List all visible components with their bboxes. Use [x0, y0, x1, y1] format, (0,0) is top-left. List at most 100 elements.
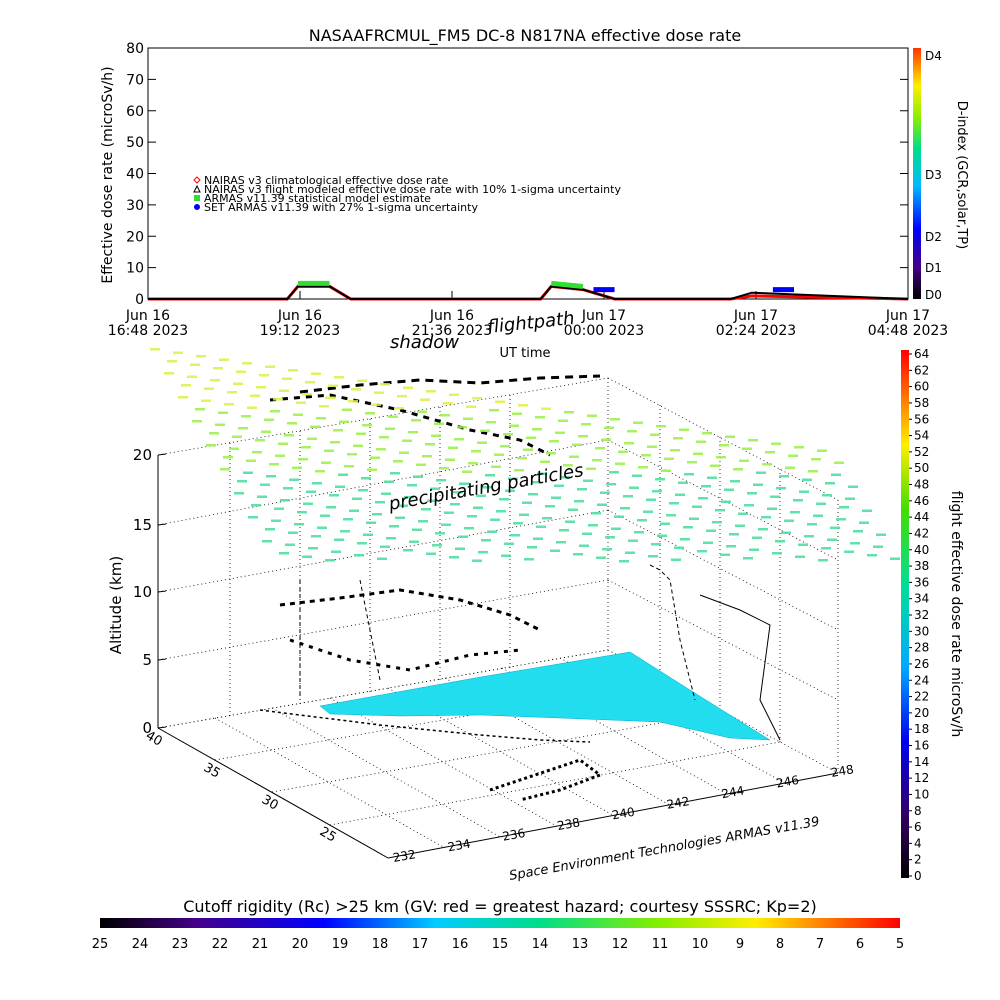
particle-mark — [443, 402, 453, 405]
particle-mark — [587, 414, 597, 417]
particle-mark — [862, 509, 872, 512]
particle-mark — [283, 487, 293, 490]
dose-colorbar-tick-label: 8 — [914, 804, 922, 818]
particle-mark — [641, 454, 651, 457]
particle-mark — [569, 455, 579, 458]
particle-mark — [349, 509, 359, 512]
particle-mark — [701, 485, 711, 488]
particle-mark — [238, 427, 248, 430]
particle-mark — [684, 473, 694, 476]
altitude-tick-mark — [157, 523, 167, 526]
particle-mark — [767, 507, 777, 510]
particle-mark — [379, 436, 389, 439]
particle-mark — [209, 432, 219, 435]
particle-mark — [643, 510, 653, 513]
particle-mark — [234, 492, 244, 495]
particle-mark — [311, 535, 321, 538]
particle-mark — [637, 519, 647, 522]
dose-colorbar-tick-label: 40 — [914, 543, 929, 557]
particle-mark — [536, 525, 546, 528]
particle-mark — [343, 518, 353, 521]
particle-mark — [848, 485, 858, 488]
particle-mark — [578, 435, 588, 438]
particle-mark — [381, 492, 391, 495]
particle-mark — [301, 446, 311, 449]
rigidity-colorbar-tick-label: 22 — [212, 937, 229, 952]
dose-colorbar-tick-label: 0 — [914, 869, 922, 883]
particle-mark — [775, 540, 785, 543]
rigidity-colorbar-tick-label: 7 — [816, 937, 824, 952]
rigidity-colorbar-tick-label: 21 — [252, 937, 269, 952]
particle-mark — [399, 451, 409, 454]
particle-mark — [646, 498, 656, 501]
particle-mark — [577, 488, 587, 491]
altitude-tick-label: 15 — [133, 516, 152, 534]
particle-mark — [627, 430, 637, 433]
particle-mark — [407, 484, 417, 487]
particle-mark — [629, 486, 639, 489]
particle-mark — [227, 391, 237, 394]
series-layer — [148, 280, 909, 301]
particle-mark — [279, 552, 289, 555]
particle-mark — [278, 442, 288, 445]
precip-annotation: precipitating particles — [386, 460, 585, 515]
x-tick-label-date: Jun 17 — [733, 308, 778, 324]
longitude-tick-label: 234 — [447, 837, 472, 855]
latitude-tick-label: 30 — [259, 792, 281, 813]
legend-marker — [193, 176, 201, 184]
dose-colorbar-tick-label: 30 — [914, 624, 929, 638]
x-axis-label: UT time — [500, 346, 551, 361]
longitude-tick-label: 248 — [830, 762, 855, 780]
particle-mark — [384, 480, 394, 483]
particle-mark — [411, 419, 421, 422]
particle-mark — [434, 422, 444, 425]
rigidity-colorbar-tick-label: 24 — [132, 937, 149, 952]
particle-mark — [583, 479, 593, 482]
particle-mark — [559, 529, 569, 532]
dose-colorbar-tick-label: 18 — [914, 722, 929, 736]
particle-mark — [271, 519, 281, 522]
particle-mark — [331, 550, 341, 553]
particle-mark — [342, 408, 352, 411]
particle-mark — [770, 495, 780, 498]
particle-mark — [187, 375, 197, 378]
shadow-annotation: shadow — [390, 332, 459, 353]
dose-colorbar-tick-label: 12 — [914, 771, 929, 785]
particle-mark — [430, 487, 440, 490]
particle-mark — [660, 522, 670, 525]
particle-mark — [601, 438, 611, 441]
particle-mark — [457, 426, 467, 429]
particle-mark — [432, 544, 442, 547]
particle-mark — [486, 421, 496, 424]
longitude-tick-label: 246 — [775, 773, 800, 791]
particle-mark — [623, 495, 633, 498]
particle-mark — [784, 519, 794, 522]
x-tick-label-time: 02:24 2023 — [716, 323, 796, 339]
particle-mark — [376, 448, 386, 451]
particle-mark — [730, 480, 740, 483]
particle-mark — [367, 468, 377, 471]
particle-mark — [472, 397, 482, 400]
particle-mark — [845, 497, 855, 500]
particle-mark — [312, 482, 322, 485]
series-segment — [550, 280, 584, 289]
particle-mark — [747, 492, 757, 495]
dose-colorbar-ticks: 0246810121416182022242628303234363840424… — [909, 347, 929, 883]
particle-mark — [609, 471, 619, 474]
particle-mark — [224, 403, 234, 406]
particle-mark — [397, 395, 407, 398]
particle-mark — [339, 420, 349, 423]
dindex-tick-label: D3 — [925, 168, 942, 182]
rigidity-colorbar-ticks: 25 24 23 22 21 20 19 18 17 16 15 14 13 12 11 10 9 8 7 6 5 — [92, 937, 904, 952]
x-tick-label-time: 21:36 2023 — [412, 323, 492, 339]
particle-mark — [330, 441, 340, 444]
particle-mark — [724, 488, 734, 491]
particle-mark — [478, 551, 488, 554]
particle-mark — [265, 365, 275, 368]
particle-mark — [377, 557, 387, 560]
particle-mark — [482, 486, 492, 489]
particle-mark — [683, 526, 693, 529]
particle-mark — [472, 559, 482, 562]
dose-colorbar-tick-label: 58 — [914, 396, 929, 410]
